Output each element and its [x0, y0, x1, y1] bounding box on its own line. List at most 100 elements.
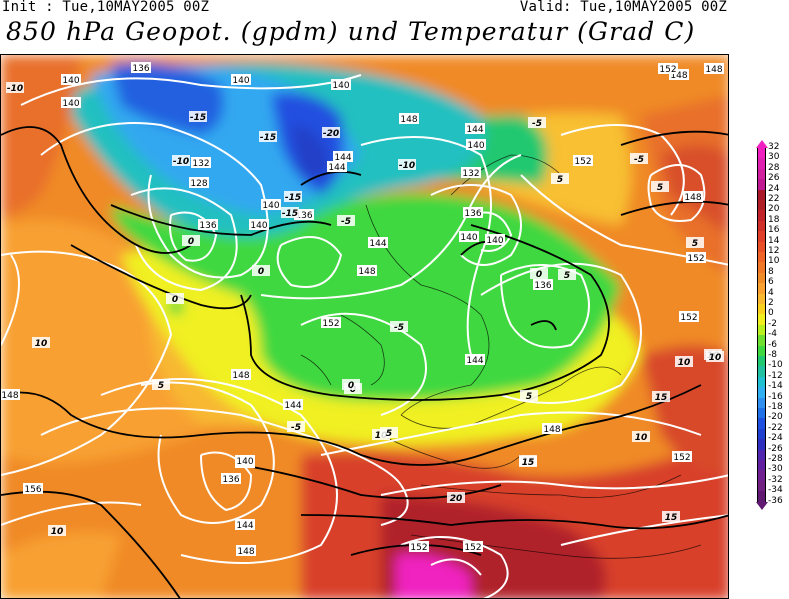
- svg-text:140: 140: [62, 99, 79, 109]
- coastlines: [300, 154, 702, 559]
- colorbar-label: 12: [768, 246, 780, 256]
- svg-text:140: 140: [250, 221, 267, 231]
- colorbar-segment: [757, 200, 766, 211]
- geopotential-label: 152: [321, 317, 341, 329]
- temperature-label: -15: [259, 131, 277, 143]
- geopotential-label: 132: [461, 167, 481, 179]
- colorbar-label: 10: [768, 256, 780, 267]
- svg-text:152: 152: [680, 313, 697, 323]
- temperature-label: 10: [632, 431, 650, 443]
- colorbar-label: -10: [768, 360, 783, 371]
- chart-title: 850 hPa Geopot. (gpdm) und Temperatur (G…: [6, 17, 696, 46]
- svg-text:140: 140: [486, 236, 503, 246]
- colorbar-segment: [757, 366, 766, 378]
- temperature-label: 0: [342, 379, 360, 391]
- temperature-label: 5: [558, 269, 576, 281]
- weather-map: 136 140 140 140 132 128 136 140 136 140 140 144 148 1…: [0, 54, 729, 599]
- colorbar-segment: [757, 272, 766, 284]
- svg-text:148: 148: [232, 371, 249, 381]
- svg-text:5: 5: [564, 271, 570, 281]
- svg-text:-5: -5: [394, 323, 404, 333]
- colorbar-segment: [757, 356, 766, 367]
- geopotential-label: 140: [466, 139, 486, 151]
- svg-text:15: 15: [665, 513, 678, 523]
- geopotential-label: 140: [249, 219, 269, 231]
- colorbar-label: -8: [768, 350, 777, 360]
- temperature-label: 10: [48, 525, 66, 537]
- geopotential-label: 148: [669, 69, 689, 81]
- svg-text:152: 152: [574, 157, 591, 167]
- colorbar-label: 6: [768, 277, 774, 288]
- temperature-label: 5: [152, 379, 170, 391]
- colorbar-label: 22: [768, 194, 780, 204]
- geopotential-label: 140: [235, 455, 255, 467]
- svg-text:10: 10: [678, 358, 691, 368]
- geopotential-label: 144: [283, 399, 303, 411]
- temperature-label: -20: [322, 127, 340, 139]
- geopotential-label: 148: [399, 113, 419, 125]
- colorbar-segment: [757, 345, 766, 357]
- temperature-label: 20: [447, 492, 465, 504]
- colorbar-label: -2: [768, 318, 777, 329]
- geopotential-label: 140: [231, 74, 251, 86]
- svg-text:10: 10: [35, 339, 48, 349]
- valid-time: Valid: Tue,10MAY2005 00Z: [519, 0, 727, 15]
- colorbar-label: -14: [768, 381, 783, 392]
- svg-text:-5: -5: [291, 423, 301, 433]
- colorbar-segment: [757, 376, 766, 388]
- geopotential-label: 140: [485, 234, 505, 246]
- colorbar-segment: [757, 480, 766, 492]
- temperature-label: -5: [630, 153, 648, 165]
- svg-text:144: 144: [466, 356, 483, 366]
- temperature-label: 5: [551, 173, 569, 185]
- svg-text:136: 136: [199, 221, 216, 231]
- colorbar-label: 26: [768, 173, 780, 184]
- colorbar-segment: [757, 460, 766, 471]
- colorbar-label: 24: [768, 183, 780, 194]
- temperature-label: -10: [172, 155, 190, 167]
- colorbar-label: 2: [768, 298, 774, 308]
- colorbar-label: -36: [768, 495, 783, 506]
- svg-text:148: 148: [670, 71, 687, 81]
- svg-text:152: 152: [659, 65, 676, 75]
- geopotential-label: 144: [333, 151, 353, 163]
- temperature-labels: -10 -15 -15 -10 -20 -15 -15 -10 -5 -5 -5 0 0 0 -5 0 5 -5 0…: [6, 82, 724, 537]
- svg-text:0: 0: [172, 295, 178, 305]
- svg-text:144: 144: [236, 521, 253, 531]
- svg-text:15: 15: [522, 458, 535, 468]
- colorbar-segment: [757, 470, 766, 482]
- geopotential-label: 140: [331, 79, 351, 91]
- colorbar-label: -6: [768, 339, 777, 350]
- geopotential-label: 136: [221, 473, 241, 485]
- svg-text:-10: -10: [173, 157, 189, 167]
- init-time: Init : Tue,10MAY2005 00Z: [2, 0, 210, 15]
- colorbar-segment: [757, 293, 766, 305]
- colorbar-label: 30: [768, 152, 780, 163]
- svg-text:140: 140: [332, 81, 349, 91]
- colorbar-label: -30: [768, 464, 783, 475]
- temperature-label: -5: [528, 117, 546, 129]
- temperature-label: 15: [652, 391, 670, 403]
- svg-text:5: 5: [158, 381, 164, 391]
- colorbar-segment: [757, 408, 766, 419]
- svg-text:136: 136: [132, 64, 149, 74]
- geopotential-label: 140: [261, 199, 281, 211]
- svg-text:140: 140: [262, 201, 279, 211]
- colorbar-segment: [757, 449, 766, 461]
- svg-text:132: 132: [462, 169, 479, 179]
- colorbar-label: -20: [768, 412, 783, 423]
- svg-text:140: 140: [62, 76, 79, 86]
- colorbar-segment: [757, 304, 766, 315]
- svg-text:10: 10: [709, 353, 722, 363]
- geopotential-label: 148: [231, 369, 251, 381]
- svg-text:148: 148: [705, 65, 722, 75]
- geopotential-label: 152: [658, 63, 678, 75]
- temperature-label: 15: [662, 511, 680, 523]
- colorbar-segment: [757, 158, 766, 170]
- colorbar-bottom-arrow: [756, 501, 768, 510]
- geopotential-label: 148: [357, 265, 377, 277]
- colorbar-label: 4: [768, 287, 774, 298]
- svg-text:140: 140: [236, 457, 253, 467]
- geopotential-label: 136: [463, 207, 483, 219]
- colorbar-label: -16: [768, 391, 783, 402]
